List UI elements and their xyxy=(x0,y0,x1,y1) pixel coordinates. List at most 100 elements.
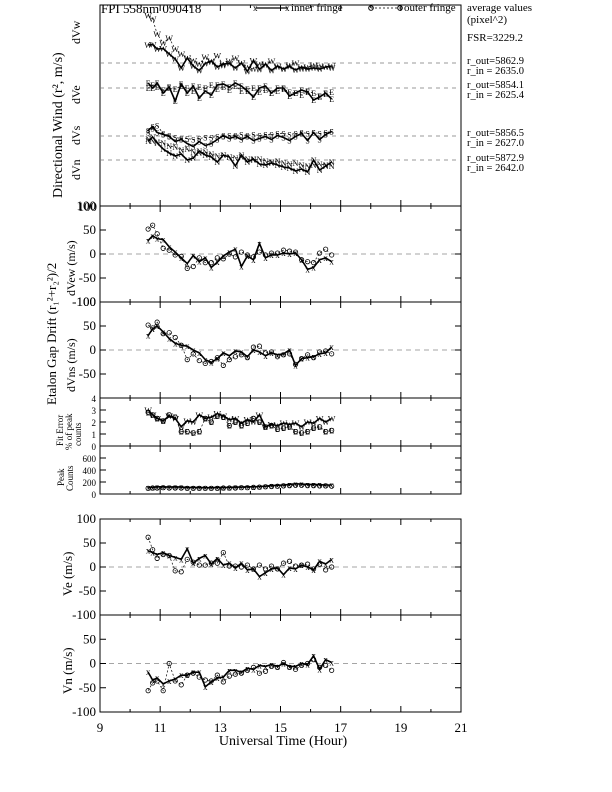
fit-error-outer-point xyxy=(268,422,275,429)
dVs-outer-point: S xyxy=(191,136,195,145)
fit-error-outer-label: E xyxy=(185,428,190,437)
dVns-outer-point xyxy=(298,356,305,362)
dVew-outer-point xyxy=(292,249,299,255)
dVe-inner-line xyxy=(147,81,333,104)
dVe-outer-point: E xyxy=(239,87,244,96)
fit-error-inner-point: W xyxy=(226,416,234,425)
Vn-outer-point xyxy=(238,670,244,676)
dVs-inner-point: S xyxy=(317,136,321,145)
fit-error-outer-label: E xyxy=(215,412,220,421)
dVe-inner-point: E xyxy=(323,89,328,98)
peak-counts-inner-point: x xyxy=(323,480,328,490)
dVe-inner-point: E xyxy=(179,80,184,89)
dVw-inner-point: W xyxy=(153,45,161,54)
Ve-inner-point: x xyxy=(263,568,268,578)
fit-error-outer-point xyxy=(214,413,220,419)
dVe-outer-point: E xyxy=(191,87,196,96)
x-tick-label: 9 xyxy=(97,720,104,735)
dVw-inner-point: W xyxy=(262,60,270,69)
Vn-outer-point xyxy=(232,671,238,677)
vn-r-in: r_in = 2642.0 xyxy=(467,163,524,174)
dVns-outer-point xyxy=(244,355,251,361)
dVew-inner-point: x xyxy=(299,255,304,265)
dVns-outer-point xyxy=(166,330,172,336)
Ve-outer-point xyxy=(323,567,329,573)
dVs-inner-point: S xyxy=(239,136,243,145)
dVns-inner-point: x xyxy=(323,348,328,358)
peak-counts-inner-point: x xyxy=(155,482,160,492)
dVs-inner-point: S xyxy=(191,143,195,152)
dVew-outer-point xyxy=(244,252,251,258)
vn-r-out: r_out=5872.9 xyxy=(467,153,524,164)
dVw-inner-point: W xyxy=(144,41,152,50)
dvn-label: dVn xyxy=(69,159,83,180)
dVw-inner-point: W xyxy=(232,64,240,73)
fit-error-outer-label: E xyxy=(311,424,316,433)
peak-counts-inner-point: x xyxy=(263,481,268,491)
Vn-inner-line xyxy=(147,654,332,689)
dVew-inner-point: x xyxy=(173,247,178,257)
peak-counts-outer-point xyxy=(286,482,293,489)
dVn-outer-point: N xyxy=(275,157,281,166)
dVe-outer-point: E xyxy=(299,91,304,100)
dVs-inner-line xyxy=(147,125,332,148)
Vn-outer-point xyxy=(280,659,287,666)
dVns-outer-point xyxy=(310,355,317,361)
dVns-inner-point: x xyxy=(287,345,292,355)
Vn-ytick-label: -50 xyxy=(79,680,96,695)
dVw-inner-point: W xyxy=(268,67,276,76)
Ve-inner-point: x xyxy=(239,558,244,568)
dVew-inner-point: x xyxy=(251,255,256,265)
dVn-outer-point: N xyxy=(329,162,335,171)
Vn-outer-point xyxy=(268,663,275,670)
fit-error-outer-point xyxy=(190,430,196,436)
dVn-inner-point: N xyxy=(305,168,311,177)
Ve-outer-point xyxy=(154,555,160,561)
Ve-inner-point: x xyxy=(221,560,226,570)
dVe-inner-point: E xyxy=(299,86,304,95)
dVns-inner-point: x xyxy=(311,352,316,362)
dVn-inner-point: N xyxy=(166,149,172,158)
dVe-outer-point: E xyxy=(227,86,232,95)
x-tick-label: 11 xyxy=(154,720,167,735)
fit-error-outer-label: E xyxy=(209,418,214,427)
fit-error-outer-point xyxy=(150,412,156,418)
Vn-inner-point: x xyxy=(269,659,274,669)
fit-error-outer-label: E xyxy=(146,408,151,417)
fit-error-outer-label: E xyxy=(275,425,280,434)
peak-label: Peak xyxy=(56,468,66,486)
dVe-inner-point: E xyxy=(311,96,316,105)
fit-error-outer-point xyxy=(178,428,184,435)
dVew-ytick-label: -100 xyxy=(72,294,96,309)
Vn-outer-point xyxy=(196,674,202,680)
dVn-outer-point: N xyxy=(172,143,178,152)
fit-error-inner-point: W xyxy=(165,412,173,421)
dVe-inner-point: E xyxy=(281,84,286,93)
fit-error-outer-point xyxy=(280,425,287,431)
dVw-inner-point: W xyxy=(244,68,252,77)
legend: x x inner fringe outer fringe xyxy=(253,2,456,14)
fit-error-outer-label: E xyxy=(263,423,268,432)
peak-counts-inner-point: x xyxy=(269,481,274,491)
dVn-inner-point: N xyxy=(208,153,214,162)
dVns-outer-point xyxy=(154,319,160,325)
fit-error-outer-label: E xyxy=(203,414,208,423)
fit-error-outer-point xyxy=(145,409,151,415)
x-tick-label: 15 xyxy=(274,720,287,735)
dVns-outer-point xyxy=(208,358,214,365)
Vn-inner-point: x xyxy=(299,659,304,669)
Ve-inner-point: x xyxy=(161,548,166,558)
Ve-inner-point: x xyxy=(167,550,172,560)
fit-error-inner-point: W xyxy=(214,410,222,419)
dVe-inner-point: E xyxy=(233,79,238,88)
dVw-inner-point: W xyxy=(202,60,210,69)
dVew-outer-point xyxy=(256,249,263,255)
fit-error-outer-point xyxy=(184,428,190,435)
dVn-inner-point: N xyxy=(190,154,196,163)
dVew-outer-point xyxy=(202,260,208,266)
fit-error-outer-label: E xyxy=(317,423,322,432)
dVew-inner-point: x xyxy=(305,264,310,274)
Vn-outer-point xyxy=(178,682,184,688)
directional-wind-axis-label: Directional Wind (r², m/s) xyxy=(51,52,66,198)
